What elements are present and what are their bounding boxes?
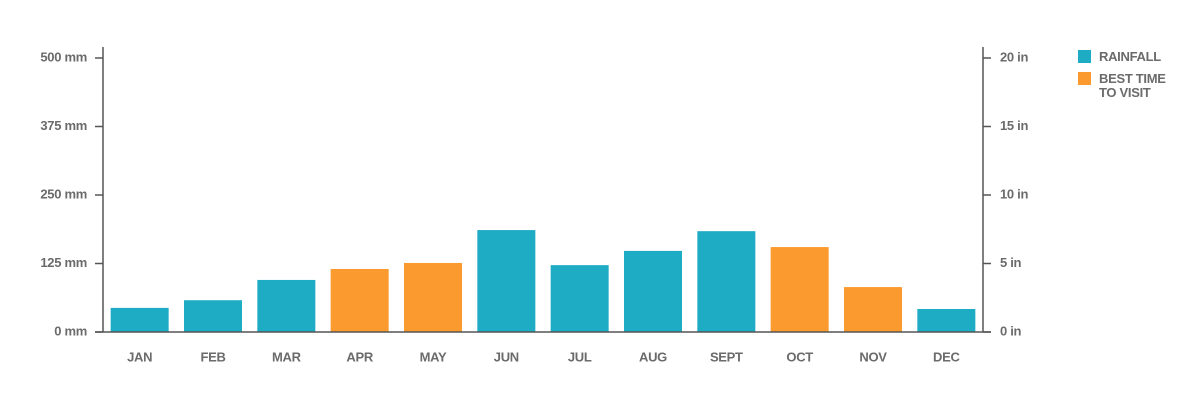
y2-tick-label: 15 in bbox=[1000, 118, 1028, 133]
legend-label: BEST TIME TO VISIT bbox=[1099, 71, 1166, 100]
bar bbox=[184, 300, 242, 332]
bar bbox=[917, 308, 976, 332]
legend: RAINFALL BEST TIME TO VISIT bbox=[1078, 50, 1178, 108]
y-tick-label: 500 mm bbox=[40, 49, 87, 64]
y-tick-label: 250 mm bbox=[40, 186, 87, 201]
bar bbox=[404, 262, 462, 332]
bar bbox=[257, 279, 316, 332]
x-tick-label: DEC bbox=[933, 349, 960, 364]
x-tick-label: SEPT bbox=[710, 349, 743, 364]
y2-tick-label: 5 in bbox=[1000, 255, 1022, 270]
y2-tick-label: 10 in bbox=[1000, 186, 1028, 201]
x-tick-label: APR bbox=[346, 349, 373, 364]
x-tick-label: JAN bbox=[127, 349, 152, 364]
bar bbox=[844, 287, 902, 332]
x-tick-label: NOV bbox=[859, 349, 887, 364]
bar bbox=[770, 247, 829, 332]
y-tick-label: 0 mm bbox=[54, 323, 87, 338]
y2-tick-label: 0 in bbox=[1000, 323, 1022, 338]
x-tick-label: FEB bbox=[200, 349, 225, 364]
bar bbox=[110, 307, 169, 332]
legend-item: RAINFALL bbox=[1078, 50, 1178, 64]
x-tick-label: OCT bbox=[786, 349, 813, 364]
legend-swatch bbox=[1078, 72, 1091, 85]
x-tick-label: MAR bbox=[272, 349, 302, 364]
bar bbox=[330, 268, 389, 332]
x-tick-label: JUN bbox=[494, 349, 519, 364]
legend-item: BEST TIME TO VISIT bbox=[1078, 72, 1178, 100]
y-tick-label: 125 mm bbox=[40, 255, 87, 270]
bar bbox=[697, 231, 756, 332]
legend-label: RAINFALL bbox=[1099, 49, 1161, 64]
y2-tick-label: 20 in bbox=[1000, 49, 1028, 64]
legend-swatch bbox=[1078, 50, 1091, 63]
y-tick-label: 375 mm bbox=[40, 118, 87, 133]
bar bbox=[550, 265, 609, 332]
x-tick-label: AUG bbox=[639, 349, 667, 364]
x-tick-label: JUL bbox=[568, 349, 592, 364]
x-tick-label: MAY bbox=[420, 349, 447, 364]
bar bbox=[624, 250, 682, 332]
bar bbox=[477, 230, 536, 332]
